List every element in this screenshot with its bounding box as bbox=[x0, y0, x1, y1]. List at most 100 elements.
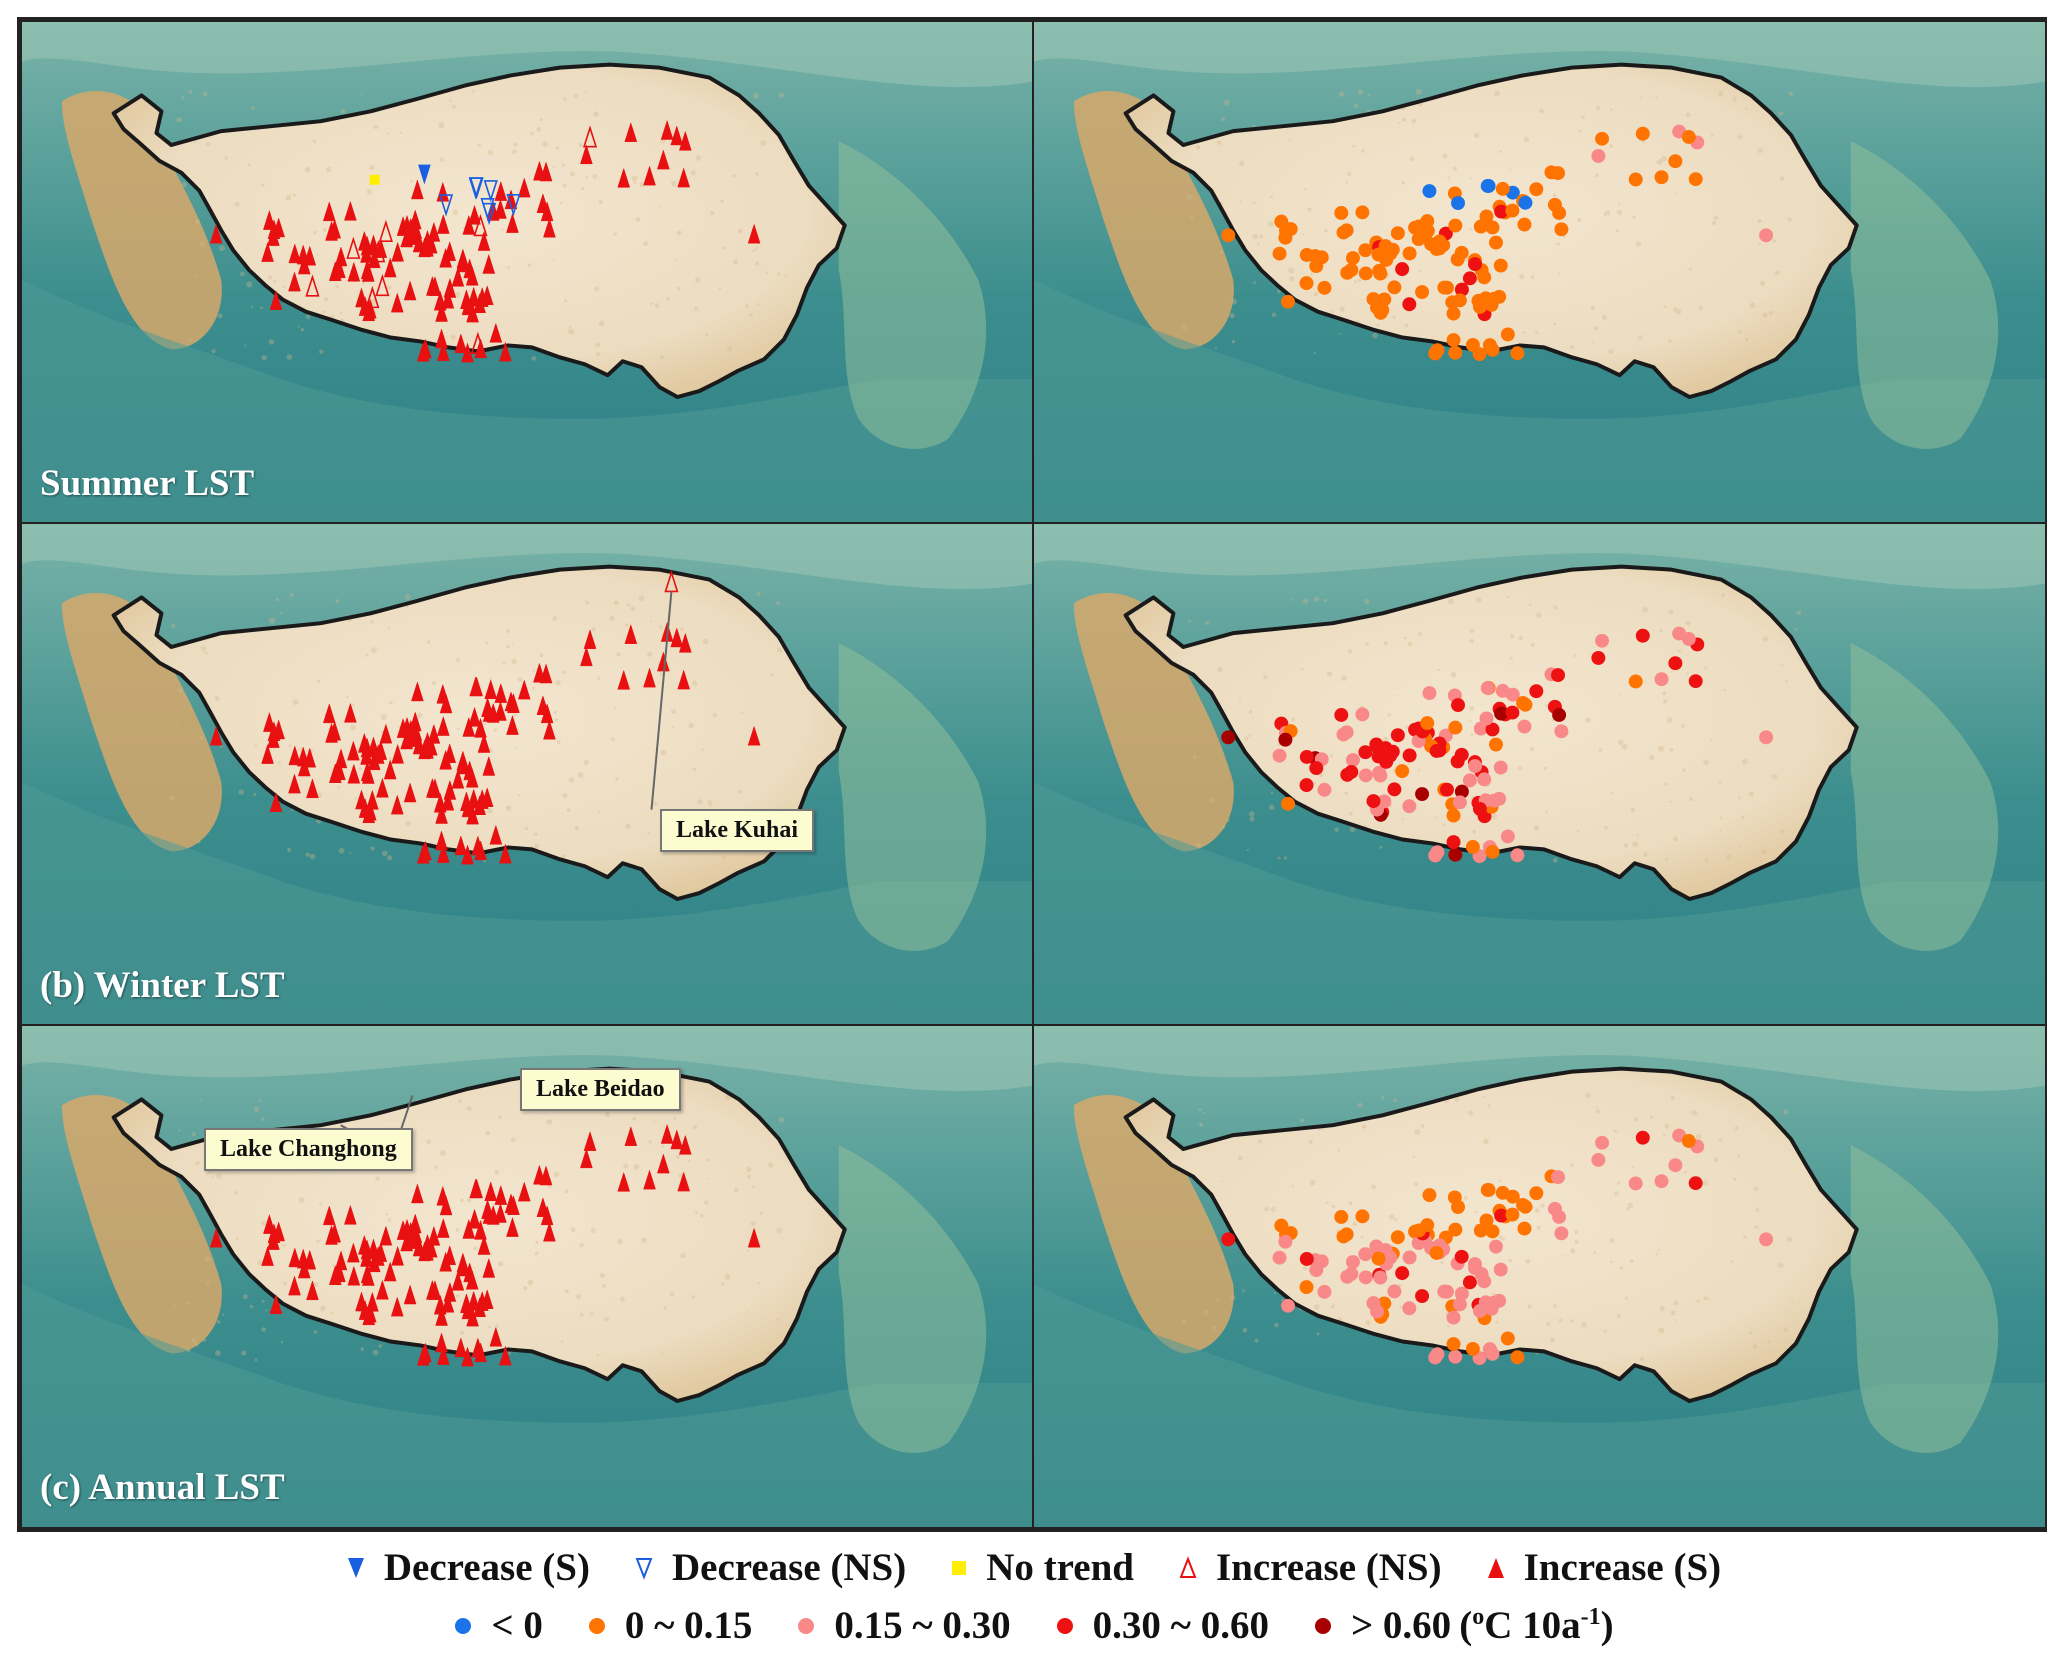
station-rate-dot bbox=[1488, 235, 1503, 250]
station-rate-dot bbox=[1454, 1286, 1469, 1301]
station-rate-dot bbox=[1494, 706, 1509, 721]
station-rate-dot bbox=[1554, 222, 1569, 237]
increase-s-marker bbox=[747, 223, 761, 244]
station-rate-dot bbox=[1454, 1249, 1469, 1264]
increase-s-marker bbox=[297, 1258, 311, 1279]
station-rate-dot bbox=[1345, 753, 1360, 767]
increase-s-marker bbox=[678, 130, 692, 151]
increase-s-marker bbox=[390, 1296, 404, 1317]
station-rate-dot bbox=[1551, 668, 1565, 683]
figure-grid: Summer LST (b) Winter LST Lake Kuhai (c)… bbox=[17, 17, 2047, 1532]
increase-s-marker bbox=[322, 703, 336, 724]
legend-unit: (oC 10a-1) bbox=[1459, 1604, 1614, 1647]
panel-annual-symbols: (c) Annual LST Lake Beidao Lake Changhon… bbox=[20, 1024, 1035, 1529]
station-rate-dot bbox=[1454, 747, 1469, 762]
station-rate-dot bbox=[1480, 681, 1495, 695]
station-rate-dot bbox=[1420, 716, 1435, 731]
increase-s-marker bbox=[678, 1134, 692, 1155]
callout-lake-changhong: Lake Changhong bbox=[204, 1128, 413, 1171]
station-rate-dot bbox=[1317, 1284, 1332, 1299]
station-rate-dot bbox=[1452, 795, 1467, 810]
increase-s-marker bbox=[489, 1326, 503, 1347]
increase-s-marker bbox=[435, 301, 448, 322]
legend-decrease-s: Decrease (S) bbox=[346, 1545, 590, 1590]
increase-s-marker bbox=[347, 1265, 361, 1286]
plateau-boundary bbox=[111, 62, 847, 399]
plateau-boundary bbox=[111, 1066, 847, 1403]
station-rate-dot bbox=[1448, 345, 1463, 360]
increase-s-marker bbox=[333, 760, 346, 781]
increase-s-marker bbox=[583, 1131, 597, 1151]
increase-s-marker bbox=[361, 763, 375, 784]
station-rate-dot bbox=[1517, 719, 1532, 734]
increase-s-marker bbox=[436, 1217, 450, 1238]
station-rate-dot bbox=[1446, 306, 1461, 321]
station-rate-dot bbox=[1358, 266, 1373, 281]
increase-s-marker bbox=[504, 189, 518, 210]
increase-s-marker bbox=[474, 338, 487, 359]
increase-s-marker bbox=[506, 1216, 519, 1237]
increase-s-marker bbox=[465, 1269, 479, 1290]
station-rate-dot bbox=[1358, 768, 1373, 783]
increase-s-marker bbox=[267, 225, 280, 246]
station-rate-dot bbox=[1759, 228, 1774, 243]
increase-s-marker bbox=[269, 1294, 283, 1314]
increase-s-marker bbox=[461, 797, 475, 818]
western-mountains bbox=[1073, 593, 1234, 852]
station-rate-dot bbox=[1451, 1200, 1465, 1214]
increase-s-marker bbox=[670, 627, 684, 648]
increase-s-marker bbox=[355, 287, 368, 308]
increase-s-marker bbox=[477, 1234, 491, 1255]
hollow-down-triangle-icon bbox=[634, 1555, 654, 1581]
increase-s-marker bbox=[474, 1219, 487, 1240]
increase-s-marker bbox=[474, 1342, 487, 1363]
increase-s-marker bbox=[322, 1205, 336, 1226]
station-rate-dot bbox=[1420, 1218, 1435, 1233]
increase-s-marker bbox=[261, 1245, 274, 1266]
increase-s-marker bbox=[465, 265, 479, 286]
station-rate-dot bbox=[1518, 195, 1533, 210]
increase-s-marker bbox=[580, 646, 593, 667]
increase-s-marker bbox=[267, 727, 280, 748]
station-rate-dot bbox=[1422, 1188, 1437, 1202]
station-rate-dot bbox=[1485, 844, 1500, 859]
increase-s-marker bbox=[267, 1229, 280, 1250]
increase-s-marker bbox=[467, 1290, 480, 1311]
station-rate-dot bbox=[1552, 206, 1567, 220]
increase-s-marker bbox=[288, 1247, 302, 1268]
increase-s-marker bbox=[411, 1183, 424, 1204]
increase-s-marker bbox=[480, 787, 494, 807]
station-rate-dot bbox=[1221, 1232, 1236, 1247]
station-rate-dot bbox=[1505, 1207, 1520, 1222]
increase-s-marker bbox=[411, 681, 424, 702]
increase-s-marker bbox=[494, 198, 507, 219]
legend-rate-negative: < 0 bbox=[453, 1603, 543, 1648]
increase-s-marker bbox=[643, 165, 656, 186]
increase-s-marker bbox=[416, 843, 430, 864]
increase-s-marker bbox=[543, 217, 556, 238]
dark-red-dot-icon bbox=[1313, 1616, 1333, 1636]
increase-s-marker bbox=[494, 700, 507, 721]
station-rate-dot bbox=[1495, 181, 1510, 196]
station-rate-dot bbox=[1554, 1226, 1569, 1241]
plateau-area bbox=[113, 64, 845, 398]
increase-s-marker bbox=[436, 1344, 450, 1365]
station-rate-dot bbox=[1462, 773, 1477, 788]
increase-s-marker bbox=[540, 201, 554, 222]
increase-s-marker bbox=[428, 1279, 442, 1300]
legend-decrease-ns: Decrease (NS) bbox=[634, 1545, 906, 1590]
increase-s-marker bbox=[469, 1178, 483, 1199]
legend-label: No trend bbox=[986, 1546, 1134, 1589]
station-rate-dot bbox=[1272, 748, 1287, 763]
station-rate-dot bbox=[1420, 214, 1435, 229]
increase-s-marker bbox=[482, 755, 496, 776]
station-rate-dot bbox=[1517, 1221, 1532, 1236]
station-rate-dot bbox=[1422, 184, 1437, 198]
map-annual-rates bbox=[1034, 1026, 2045, 1527]
legend-label: > 0.60 bbox=[1350, 1604, 1452, 1647]
increase-s-marker bbox=[441, 1292, 455, 1313]
station-rate-dot bbox=[1591, 148, 1606, 163]
station-rate-dot bbox=[1595, 1135, 1610, 1150]
station-rate-dot bbox=[1439, 280, 1454, 295]
station-rate-dot bbox=[1759, 730, 1774, 745]
